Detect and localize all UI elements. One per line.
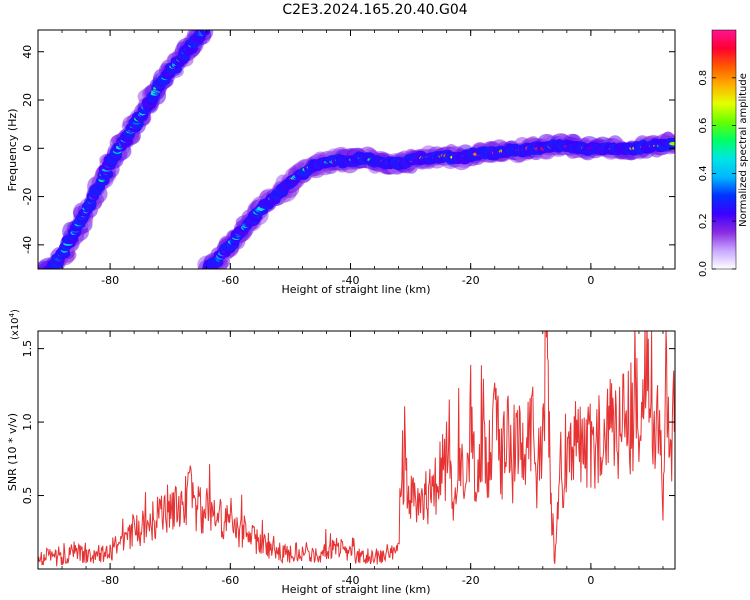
snr-x-tick-label: -80 [101,574,119,587]
heatmap-halo-blob [27,278,43,292]
heatmap-y-tick-label: 20 [21,93,34,107]
heatmap-halo-blob [28,270,48,288]
heatmap-x-tick-label: -40 [342,274,360,287]
snr-scale-exponent: 4 [8,312,16,317]
colorbar-tick-label: 0.8 [698,70,709,86]
snr-scale-prefix: (x10 [10,317,21,340]
heatmap-x-tick-label: -60 [221,274,239,287]
heatmap-ridge-blob [34,276,45,285]
heatmap-halo-blob [35,273,53,286]
heatmap-ridge-core [43,270,52,273]
heatmap-halo-blob [34,269,53,286]
heatmap-ridge-core [42,271,48,276]
heatmap-x-tick-label: -80 [101,274,119,287]
heatmap-halo-blob [31,270,52,289]
heatmap-ridge-core [40,273,48,277]
heatmap-ridge-blob [32,275,45,286]
colorbar-tick-label: 0.4 [698,165,709,181]
colorbar-tick-label: 0.2 [698,213,709,229]
heatmap-ticks: -80 -60 -40 -20 0 -40 -20 0 20 40 [21,30,675,287]
snr-frame [37,330,676,570]
colorbar-ticks: 0.0 0.2 0.4 0.6 0.8 [698,70,736,277]
heatmap-ridge-blob [36,273,48,282]
heatmap-y-axis-label: Frequency (Hz) [6,109,19,192]
snr-scale-factor: (x104) [8,309,21,340]
heatmap-ridge-core [38,275,45,279]
heatmap-panel: -80 -60 -40 -20 0 -40 -20 0 20 40 Height of strai… [6,29,676,296]
heatmap-ridge-core [44,271,49,275]
heatmap-y-tick-label: 0 [21,145,34,152]
snr-panel: -80 -60 -40 -20 0 0.5 1.0 1.5 Height of straigh… [6,309,676,596]
snr-y-axis-label: SNR (10 * v/v) [6,413,19,491]
heatmap-ridge-core [37,276,43,281]
heatmap-halo-blob [201,30,212,32]
heatmap-y-tick-label: -40 [21,236,34,254]
snr-x-tick-label: -60 [221,574,239,587]
snr-x-tick-label: 0 [587,574,594,587]
heatmap-halo-blob [31,273,52,285]
colorbar-gradient [711,29,737,270]
heatmap-x-tick-label: 0 [587,274,594,287]
snr-scale-suffix: ) [10,309,21,313]
snr-y-tick-label: 1.5 [21,340,34,358]
heatmap-x-tick-label: -20 [462,274,480,287]
snr-ticks: -80 -60 -40 -20 0 0.5 1.0 1.5 [21,331,675,587]
figure-title: C2E3.2024.165.20.40.G04 [282,2,468,18]
snr-y-tick-label: 0.5 [21,487,34,505]
heatmap-ridge-core [669,141,675,146]
colorbar-tick-label: 0.0 [698,261,709,277]
snr-x-axis-label: Height of straight line (km) [281,583,430,596]
heatmap-ridge-core [34,278,42,283]
snr-x-tick-label: -20 [462,574,480,587]
heatmap-ridge-blob [199,30,211,35]
heatmap-y-tick-label: -20 [21,188,34,206]
heatmap-ridge-blob [44,268,51,269]
colorbar-label: Normalized spectral amplitude [738,73,749,227]
heatmap-ridges [32,30,675,286]
heatmap-ridge-blob [36,271,48,280]
colorbar-tick-label: 0.6 [698,118,709,134]
heatmap-ridge-blob [37,271,51,281]
heatmap-x-axis-label: Height of straight line (km) [281,283,430,296]
heatmap-ridge-core [40,274,46,279]
snr-y-tick-label: 1.0 [21,413,34,431]
colorbar: 0.0 0.2 0.4 0.6 0.8 Normalized spectral ampl… [698,29,749,277]
svg-text:(x104): (x104) [8,309,21,340]
heatmap-frame [37,29,676,270]
snr-series-line [38,331,675,567]
heatmap-y-tick-label: 40 [21,45,34,59]
heatmap-ridge-core [34,277,44,282]
heatmap-ridge-blob [33,274,47,285]
snr-x-tick-label: -40 [342,574,360,587]
